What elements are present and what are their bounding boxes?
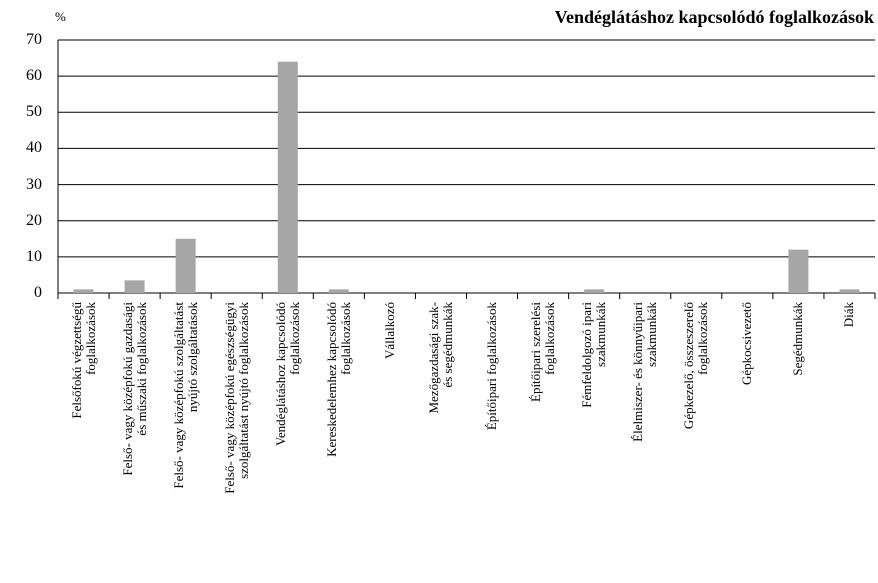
x-tick-label: Felső- vagy középfokú egészségügyi szolg… xyxy=(221,302,251,494)
x-tick-label: Építőipari foglalkozások xyxy=(484,302,500,431)
bar xyxy=(788,249,809,293)
chart-title: Vendéglátáshoz kapcsolódó foglalkozások xyxy=(554,7,874,27)
x-tick-label: Építőipari szerelési foglalkozások xyxy=(528,302,558,402)
y-tick-label: 10 xyxy=(26,247,42,265)
x-tick-label: Segédmunkák xyxy=(790,302,806,376)
y-tick-label: 40 xyxy=(26,139,42,157)
bar xyxy=(584,289,605,293)
x-tick-label: Élelmiszer- és könnyűipari szakmunkák xyxy=(630,302,660,442)
x-tick-label: Gépkezelő, összeszerelő foglalkozások xyxy=(681,302,711,430)
y-tick-label: 60 xyxy=(26,67,42,85)
bar xyxy=(73,289,94,293)
y-tick-label: 50 xyxy=(26,103,42,121)
y-tick-label: 0 xyxy=(34,284,42,301)
bar xyxy=(277,61,298,293)
x-tick-label: Kereskedelemhez kapcsolódó foglalkozások xyxy=(323,302,353,457)
x-tick-label: Gépkocsivezető xyxy=(739,302,755,386)
bar xyxy=(839,289,860,293)
y-tick-label: 30 xyxy=(26,175,42,193)
x-tick-label: Diák xyxy=(841,302,857,328)
x-tick-label: Vállalkozó xyxy=(381,302,397,360)
bar xyxy=(175,238,196,293)
x-tick-label: Vendéglátáshoz kapcsolódó foglalkozások xyxy=(272,302,302,447)
bar xyxy=(328,289,349,293)
y-tick-label: 20 xyxy=(26,211,42,229)
x-tick-label: Felsőfokú végzettségű foglalkozások xyxy=(68,302,98,419)
x-tick-label: Mezőgazdasági szak- és segédmunkák xyxy=(425,302,455,414)
x-tick-label: Fémfeldolgozó ipari szakmunkák xyxy=(579,302,609,408)
y-tick-label: 70 xyxy=(26,31,42,48)
y-axis-label: % xyxy=(55,9,66,24)
x-tick-label: Felső- vagy középfokú szolgáltatást nyúj… xyxy=(170,302,200,489)
x-tick-label: Felső- vagy középfokú gazdasági és műsza… xyxy=(119,302,149,476)
bar xyxy=(124,280,145,293)
